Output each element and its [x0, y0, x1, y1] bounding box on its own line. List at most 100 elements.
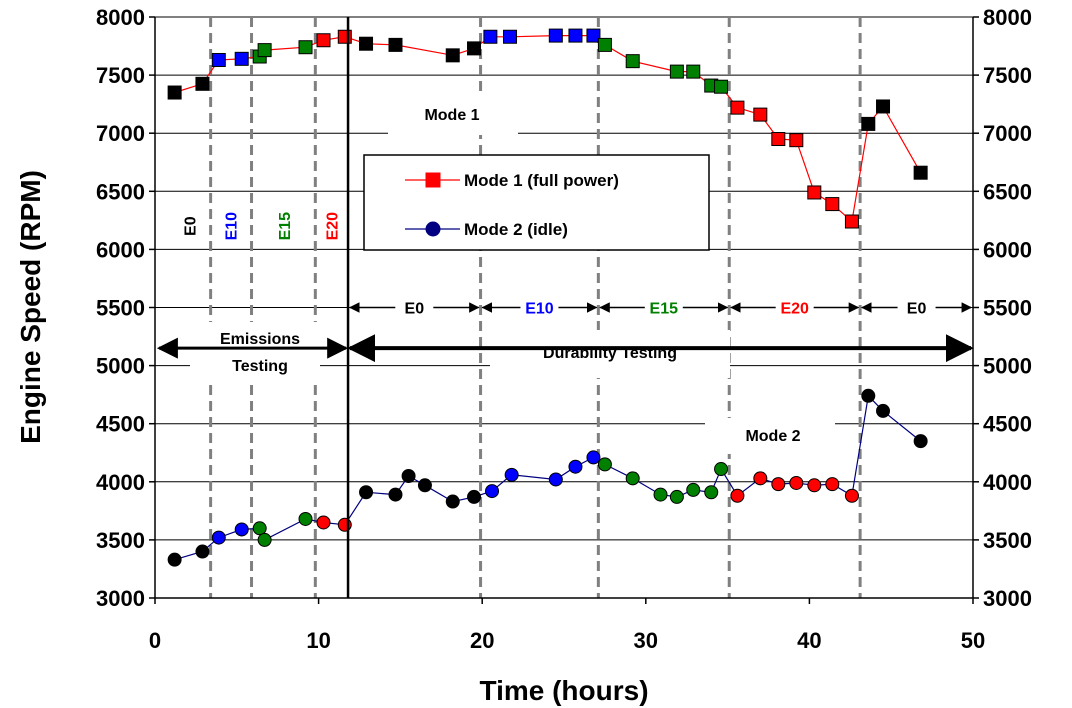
mode2-point	[417, 478, 432, 493]
x-tick-label: 20	[470, 628, 494, 653]
y-axis-title: Engine Speed (RPM)	[15, 170, 46, 444]
mode1-point	[844, 214, 859, 229]
fuel-label-bg	[520, 295, 559, 318]
mode1-point	[714, 79, 729, 94]
mode2-point	[597, 457, 612, 472]
mode2-point	[234, 522, 249, 537]
y-tick-label: 7500	[983, 63, 1032, 88]
y-tick-label: 6000	[983, 237, 1032, 262]
legend-mode2-marker	[425, 221, 441, 237]
mode1-point	[298, 40, 313, 55]
mode1-point	[861, 116, 876, 131]
mode1-point	[337, 29, 352, 44]
durability-fuel-label: E20	[780, 301, 809, 318]
mode1-point	[771, 132, 786, 147]
y-tick-label: 4000	[96, 470, 145, 495]
x-tick-labels: 0 10 20 30 40 50	[149, 628, 985, 653]
mode2-point	[625, 471, 640, 486]
fuel-label-bg	[395, 295, 434, 318]
mode2-point	[548, 472, 563, 487]
mode2-point	[825, 477, 840, 492]
mode2-point	[337, 517, 352, 532]
mode2-point	[298, 511, 313, 526]
mode1-point	[503, 29, 518, 44]
mode1-point	[586, 28, 601, 43]
mode2-point	[257, 532, 272, 547]
x-tick-label: 10	[306, 628, 330, 653]
mode1-point	[195, 76, 210, 91]
mode1-point	[483, 29, 498, 44]
mode2-point	[913, 434, 928, 449]
y-tick-label: 4500	[983, 412, 1032, 437]
y-tick-label: 5000	[983, 354, 1032, 379]
fuel-label-bg	[644, 295, 683, 318]
mode1-label: Mode 1	[424, 107, 479, 124]
mode1-point	[445, 48, 460, 63]
y-tick-labels-right: 3000 3500 4000 4500 5000 5500 6000 6500 7000 7500…	[983, 5, 1032, 611]
mode2-point	[445, 494, 460, 509]
mode1-point	[597, 37, 612, 52]
y-tick-label: 6500	[983, 179, 1032, 204]
durability-fuel-label: E0	[405, 301, 425, 318]
mode2-point	[861, 388, 876, 403]
emissions-fuel-label: E10	[223, 212, 240, 241]
mode2-point	[195, 544, 210, 559]
gridlines	[155, 16, 973, 541]
mode2-point	[485, 484, 500, 499]
mode2-series	[167, 388, 928, 567]
durability-fuel-label: E15	[650, 301, 679, 318]
y-tick-label: 3500	[983, 528, 1032, 553]
mode2-point	[753, 471, 768, 486]
mode2-point	[401, 468, 416, 483]
durability-label: Durability Testing	[543, 345, 677, 362]
durability-fuel-label: E10	[525, 301, 554, 318]
mode1-point	[257, 43, 272, 58]
y-tick-label: 5500	[983, 296, 1032, 321]
y-tick-label: 7500	[96, 63, 145, 88]
mode2-point	[653, 487, 668, 502]
mode1-point	[568, 28, 583, 43]
mode1-point	[730, 100, 745, 115]
legend-mode1-text: Mode 1 (full power)	[464, 171, 619, 190]
y-tick-labels-left: 3000 3500 4000 4500 5000 5500 6000 6500 7000 7500…	[96, 5, 145, 611]
legend-box	[363, 154, 710, 251]
durability-fuel-label: E0	[907, 301, 927, 318]
mode2-point	[504, 467, 519, 482]
x-tick-label: 30	[634, 628, 658, 653]
mode1-point	[669, 64, 684, 79]
mode2-point	[789, 475, 804, 490]
mode2-point	[359, 485, 374, 500]
y-tick-label: 4500	[96, 412, 145, 437]
mode2-point	[686, 482, 701, 497]
x-tick-label: 50	[961, 628, 985, 653]
mode2-point	[876, 403, 891, 418]
emissions-fuel-labels: E0 E10 E15 E20	[182, 212, 341, 241]
mode2-label-bg	[705, 418, 835, 454]
y-tick-label: 5500	[96, 296, 145, 321]
mode2-point	[807, 478, 822, 493]
mode2-label: Mode 2	[745, 428, 800, 445]
mode1-point	[548, 28, 563, 43]
y-tick-label: 7000	[96, 121, 145, 146]
mode1-point	[686, 64, 701, 79]
y-tick-label: 3000	[983, 586, 1032, 611]
y-tick-label: 5000	[96, 354, 145, 379]
mode2-point	[669, 489, 684, 504]
y-tick-label: 8000	[983, 5, 1032, 30]
emissions-fuel-label: E0	[182, 216, 199, 236]
y-tick-label: 6500	[96, 179, 145, 204]
mode2-point	[586, 450, 601, 465]
mode2-point	[844, 488, 859, 503]
mode1-point	[789, 133, 804, 148]
mode1-point	[625, 54, 640, 69]
emissions-label-line2: Testing	[232, 358, 288, 375]
legend-mode1-marker	[425, 172, 441, 188]
mode1-series	[167, 28, 928, 229]
tick-marks	[149, 16, 979, 604]
mode1-point	[807, 185, 822, 200]
series-line	[174, 35, 922, 223]
legend: Mode 1 (full power) Mode 2 (idle)	[363, 154, 710, 251]
mode1-point	[876, 99, 891, 114]
mode2-point	[467, 489, 482, 504]
